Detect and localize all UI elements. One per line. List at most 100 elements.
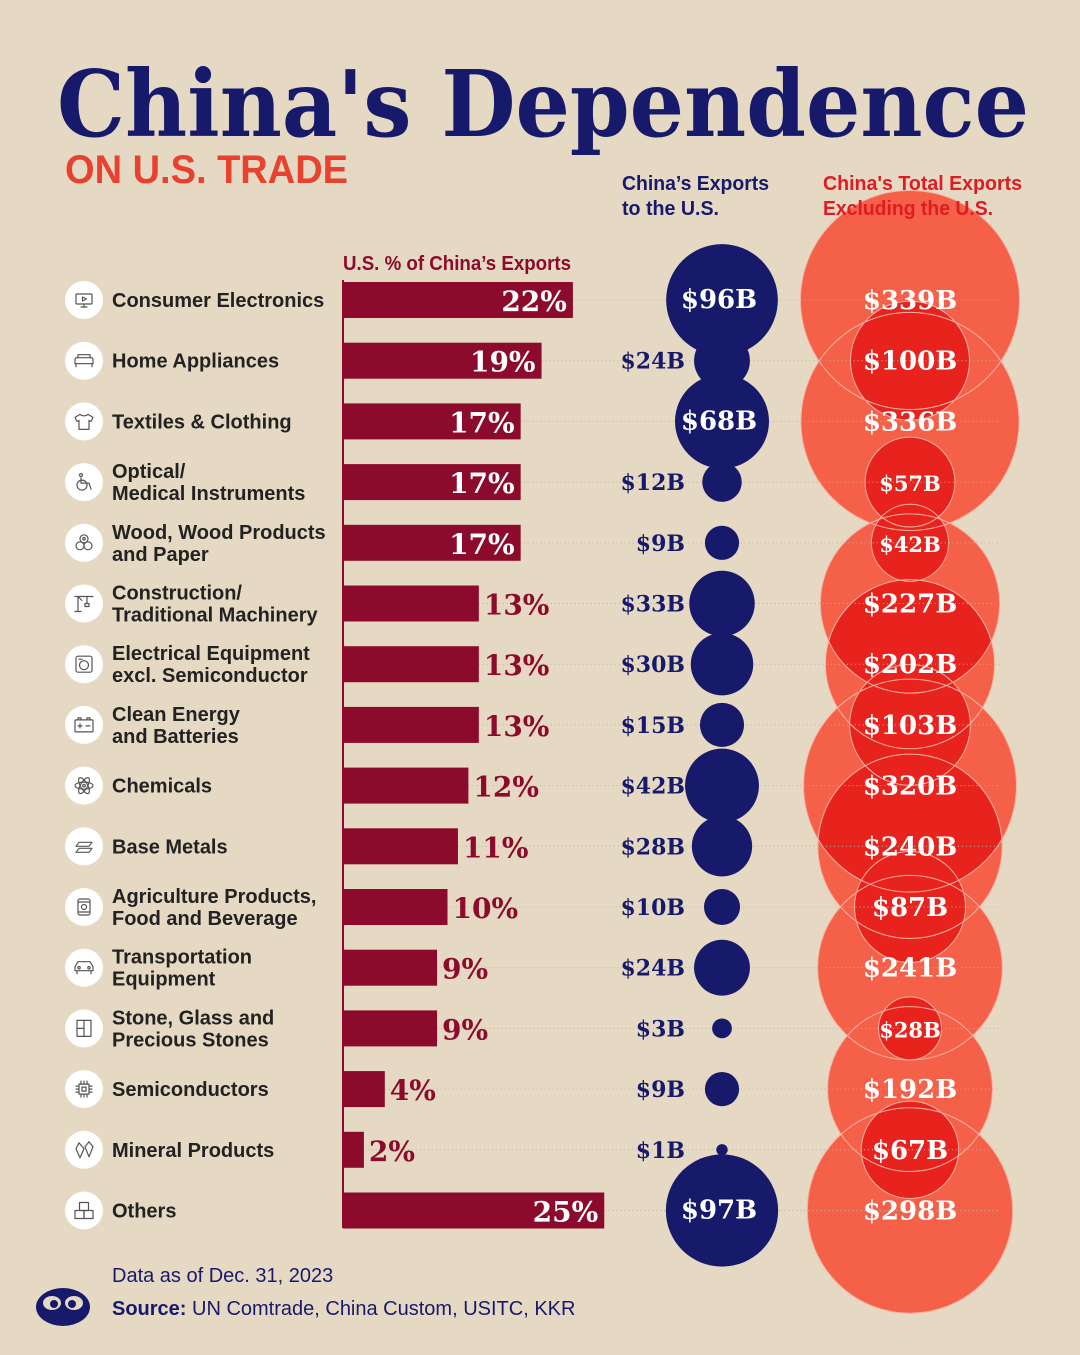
wheelchair-icon [65, 463, 103, 502]
category-label: Optical/Medical Instruments [112, 461, 305, 505]
ex-us-circle-outline [799, 189, 1021, 411]
ex-us-circle-outline [870, 503, 950, 582]
us-export-circle [666, 244, 778, 356]
ex-us-label: $202B [863, 650, 957, 680]
ex-us-label: $227B [863, 590, 957, 620]
category-label: Transportation Equipment [112, 947, 252, 991]
us-export-label: $9B [636, 531, 685, 557]
category-label: Electrical Equipment excl. Semiconductor [112, 643, 310, 687]
pct-bar [343, 282, 573, 318]
us-circles-layer [665, 244, 779, 1267]
us-export-circle [674, 374, 770, 469]
pct-bar [343, 342, 542, 379]
us-export-circle [702, 462, 742, 502]
sofa-icon [65, 341, 103, 380]
ex-us-label: $87B [872, 893, 948, 923]
category-label: Semiconductors [112, 1079, 269, 1101]
labels-layer: Consumer Electronics 22% $96B $339B Home App… [112, 285, 957, 1229]
logs-icon [65, 523, 103, 562]
pct-bar [343, 585, 479, 622]
us-export-label: $15B [620, 713, 685, 739]
car-icon [65, 948, 103, 987]
pct-bar [343, 1192, 605, 1229]
category-label: Consumer Electronics [112, 290, 324, 312]
us-export-circle [704, 525, 740, 560]
ex-us-overlap [871, 513, 949, 582]
us-export-label: $33B [620, 592, 685, 618]
ex-us-circle-outline [817, 753, 1003, 939]
category-label: Stone, Glass and Precious Stones [112, 1007, 274, 1051]
pct-label: 19% [470, 346, 536, 379]
pct-label: 2% [369, 1135, 415, 1168]
us-export-label: $12B [620, 470, 685, 496]
us-export-label: $3B [636, 1016, 685, 1042]
ex-us-label: $241B [863, 954, 957, 984]
us-export-label: $9B [636, 1077, 685, 1103]
us-export-label: $1B [636, 1138, 685, 1164]
ex-us-label: $42B [879, 532, 941, 557]
atom-icon [65, 766, 103, 805]
ex-us-circle-outline [806, 1107, 1014, 1314]
category-label: Wood, Wood Products and Paper [112, 522, 326, 566]
category-label: Base Metals [112, 836, 228, 858]
us-export-label: $96B [681, 285, 757, 315]
us-export-circle [716, 1144, 728, 1156]
pct-bar [343, 524, 521, 561]
category-label: Construction/Traditional Machinery [112, 583, 318, 627]
brand-logo [36, 1288, 90, 1326]
ex-us-overlap [849, 679, 971, 786]
pct-bar [343, 767, 469, 804]
us-export-label: $97B [681, 1196, 757, 1226]
ex-us-label: $67B [872, 1136, 948, 1166]
us-export-circle [703, 888, 741, 926]
main-title: China's Dependence [57, 50, 1029, 158]
ex-us-circle-outline [849, 664, 971, 786]
us-export-circle [690, 632, 754, 696]
category-label: Home Appliances [112, 351, 279, 373]
food-can-icon [65, 888, 103, 926]
us-export-circle [694, 939, 750, 996]
source-text: UN Comtrade, China Custom, USITC, KKR [192, 1298, 575, 1320]
ex-us-label: $336B [863, 407, 957, 437]
ex-us-label: $240B [863, 832, 957, 862]
source-label: Source: [112, 1298, 186, 1320]
us-export-label: $24B [620, 349, 685, 375]
us-export-label: $10B [620, 895, 685, 921]
pct-label: 17% [449, 406, 515, 439]
us-export-label: $28B [620, 834, 685, 860]
pct-bar [343, 889, 448, 925]
battery-icon [65, 705, 103, 744]
category-label: Chemicals [112, 776, 212, 798]
us-export-circle [699, 702, 745, 747]
us-export-label: $68B [681, 406, 757, 436]
category-label: Agriculture Products, Food and Beverage [112, 886, 316, 930]
pct-label: 17% [449, 528, 515, 561]
pct-label: 11% [463, 831, 529, 864]
ex-us-circle-outline [803, 678, 1017, 893]
ex-us-circle-outline [827, 1006, 993, 1173]
pct-label: 10% [453, 892, 519, 925]
category-label: Others [112, 1201, 176, 1223]
ex-us-circle [807, 1107, 1013, 1314]
pct-bar [343, 403, 521, 440]
pct-bar [343, 1010, 438, 1047]
appliance-icon [65, 645, 103, 684]
us-export-circle [691, 816, 753, 877]
pct-bar [343, 1131, 364, 1168]
us-export-circle [704, 1072, 740, 1107]
ex-us-label: $298B [863, 1197, 957, 1227]
pct-label: 25% [533, 1196, 599, 1229]
boxes-icon [65, 1191, 103, 1230]
header-us-line2: to the U.S. [622, 198, 719, 220]
pct-label: 4% [390, 1074, 436, 1107]
pct-label: 9% [442, 953, 488, 986]
chip-icon [65, 1070, 103, 1109]
metal-bars-icon [65, 827, 103, 866]
pct-label: 12% [473, 771, 539, 804]
us-export-circle [685, 748, 759, 823]
pct-label: 9% [442, 1013, 488, 1046]
ex-us-circle-outline [854, 851, 966, 963]
pct-label: 22% [501, 285, 567, 318]
header-pct: U.S. % of China’s Exports [343, 253, 571, 275]
gems-icon [65, 1130, 103, 1169]
